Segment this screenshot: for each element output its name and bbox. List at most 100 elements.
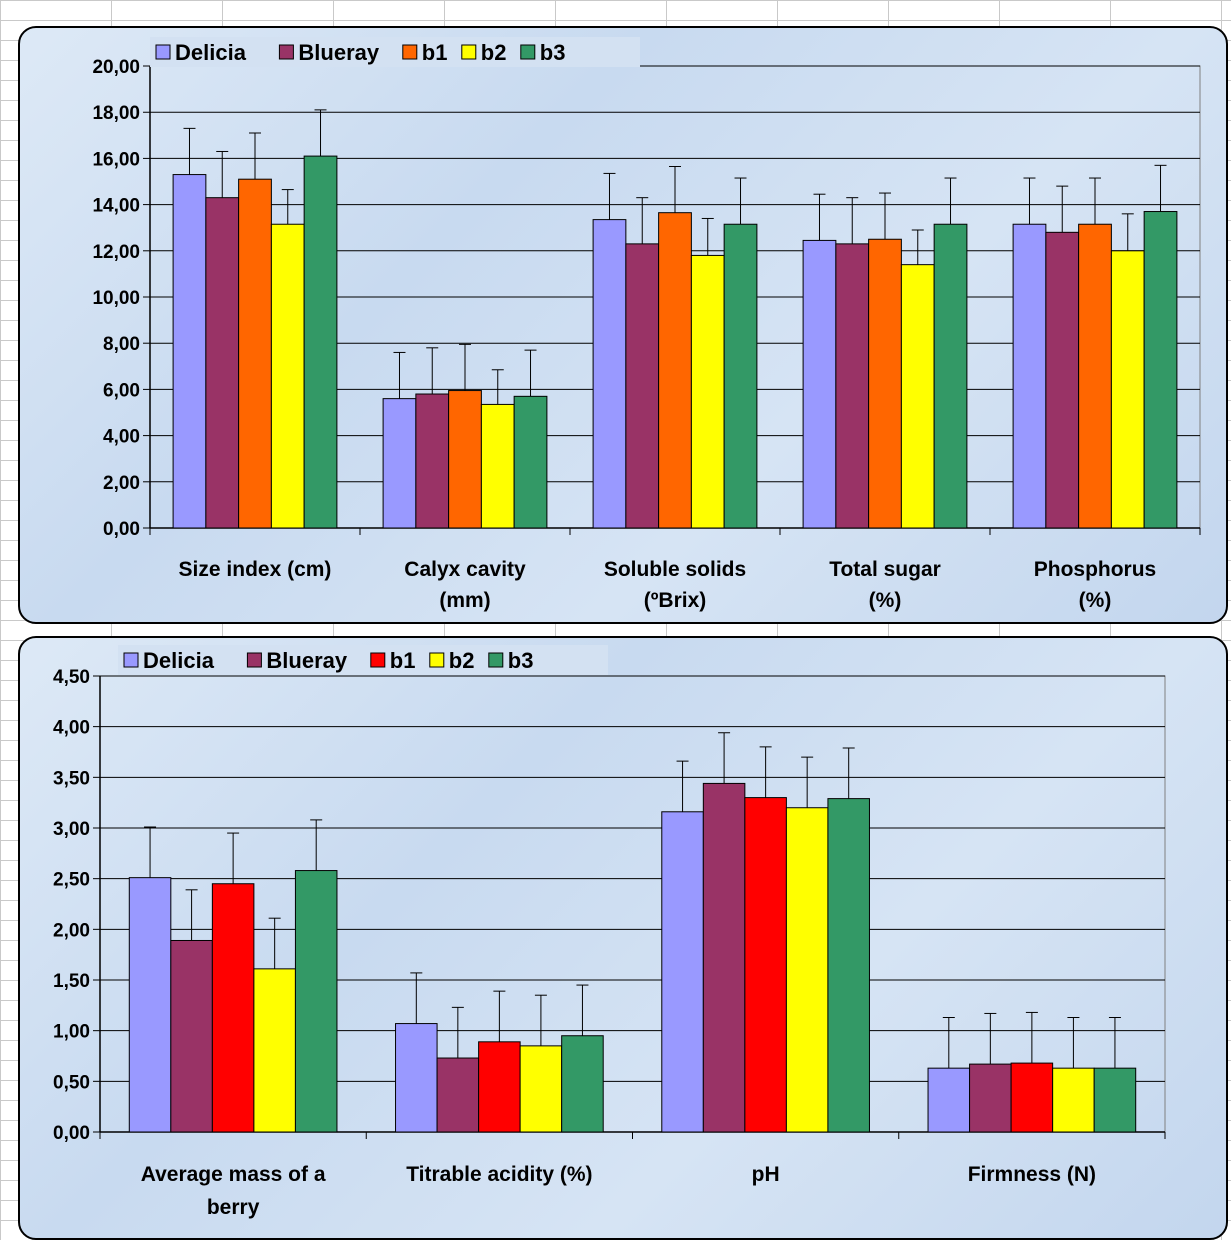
legend-label-delicia: Delicia xyxy=(143,648,215,673)
bar-b1 xyxy=(238,178,272,529)
bar-chart-top: 0,00 2,00 4,00 6,00 8,00 10,00 12,00 14,00 16,00… xyxy=(92,37,1201,612)
bar-b1 xyxy=(1078,223,1112,529)
y-tick-label: 6,00 xyxy=(103,380,140,401)
bar-blueray xyxy=(625,243,660,529)
y-tick-label: 12,00 xyxy=(92,242,140,263)
chart-panel-bottom: 0,00 0,50 1,00 1,50 2,00 2,50 3,00 3,50 4,00 4,50… xyxy=(18,636,1228,1240)
y-tick-label: 20,00 xyxy=(92,57,140,78)
legend-label-b2: b2 xyxy=(481,40,507,65)
x-category-label: Titrable acidity (%) xyxy=(406,1163,592,1186)
bar-b3 xyxy=(933,223,968,529)
legend-background xyxy=(150,37,640,67)
bar-delicia xyxy=(382,398,417,529)
legend-swatch-b2 xyxy=(461,44,477,60)
y-tick-label: 3,50 xyxy=(53,768,90,789)
y-tick-label: 0,00 xyxy=(103,519,140,540)
x-category-label: (%) xyxy=(869,589,902,612)
legend: Delicia Blueray b1 b2 b3 xyxy=(150,37,640,67)
bar-blueray xyxy=(969,1063,1012,1133)
bar-blueray xyxy=(702,782,746,1133)
bar-delicia xyxy=(128,877,172,1133)
y-tick-label: 2,00 xyxy=(53,920,90,941)
bar-b2 xyxy=(900,264,935,529)
bar-delicia xyxy=(395,1023,438,1133)
bar-b3 xyxy=(303,155,338,529)
x-category-label: Average mass of a xyxy=(141,1163,326,1186)
bar-b2 xyxy=(690,254,725,529)
bar-b2 xyxy=(253,968,296,1133)
x-category-label: Calyx cavity xyxy=(404,558,526,581)
y-tick-label: 0,50 xyxy=(53,1072,90,1093)
legend-label-b3: b3 xyxy=(540,40,566,65)
bar-b1 xyxy=(1010,1062,1054,1133)
y-tick-label: 0,00 xyxy=(53,1123,90,1144)
y-tick-label: 10,00 xyxy=(92,288,140,309)
bar-blueray xyxy=(205,197,240,529)
legend-swatch-b2 xyxy=(429,652,445,668)
y-tick-label: 2,50 xyxy=(53,870,90,891)
x-category-label: Size index (cm) xyxy=(179,558,332,581)
y-tick-label: 1,50 xyxy=(53,971,90,992)
legend: Delicia Blueray b1 b2 b3 xyxy=(118,645,608,675)
bar-b1 xyxy=(744,797,787,1133)
bar-blueray xyxy=(170,939,213,1133)
y-tick-label: 2,00 xyxy=(103,473,140,494)
y-tick-label: 4,00 xyxy=(103,427,140,448)
bar-b2 xyxy=(480,403,515,529)
legend-label-b1: b1 xyxy=(422,40,448,65)
x-category-label: (%) xyxy=(1079,589,1112,612)
chart-panel-top: 0,00 2,00 4,00 6,00 8,00 10,00 12,00 14,00 16,00… xyxy=(18,26,1228,624)
bar-b3 xyxy=(1093,1067,1137,1133)
legend-swatch-b3 xyxy=(520,44,536,60)
x-category-label: berry xyxy=(207,1196,260,1219)
legend-swatch-b1 xyxy=(370,652,386,668)
legend-background xyxy=(118,645,608,675)
legend-swatch-delicia xyxy=(123,652,139,668)
bar-blueray xyxy=(415,393,450,529)
x-category-label: (mm) xyxy=(439,589,490,612)
y-tick-label: 8,00 xyxy=(103,334,140,355)
bar-b1 xyxy=(868,238,902,529)
y-tick-label: 14,00 xyxy=(92,196,140,217)
x-category-label: (ºBrix) xyxy=(644,589,707,612)
bar-b2 xyxy=(1110,250,1145,529)
bar-b1 xyxy=(478,1041,521,1133)
y-tick-label: 18,00 xyxy=(92,103,140,124)
bar-blueray xyxy=(1045,231,1080,529)
x-category-label: Firmness (N) xyxy=(968,1163,1096,1186)
bar-b2 xyxy=(1052,1067,1095,1133)
y-tick-label: 1,00 xyxy=(53,1022,90,1043)
bar-b1 xyxy=(211,883,255,1133)
bar-delicia xyxy=(802,239,837,529)
y-tick-label: 4,50 xyxy=(53,667,90,688)
x-category-label: Phosphorus xyxy=(1034,558,1157,581)
bar-delicia xyxy=(661,811,704,1133)
legend-swatch-blueray xyxy=(278,44,294,60)
legend-swatch-b1 xyxy=(402,44,418,60)
bar-b3 xyxy=(561,1035,604,1133)
legend-label-b1: b1 xyxy=(390,648,416,673)
legend-label-blueray: Blueray xyxy=(298,40,379,65)
legend-label-blueray: Blueray xyxy=(266,648,347,673)
legend-swatch-blueray xyxy=(246,652,262,668)
bar-blueray xyxy=(835,243,870,529)
y-tick-label: 16,00 xyxy=(92,149,140,170)
y-tick-label: 3,00 xyxy=(53,819,90,840)
x-category-label: Soluble solids xyxy=(604,558,746,581)
bar-b3 xyxy=(1143,211,1178,529)
bar-b3 xyxy=(723,223,758,529)
bar-b2 xyxy=(785,807,829,1133)
bar-b3 xyxy=(513,395,548,529)
bar-b3 xyxy=(294,870,338,1133)
bar-delicia xyxy=(172,174,207,529)
bar-b3 xyxy=(827,798,870,1133)
y-tick-label: 4,00 xyxy=(53,718,90,739)
legend-label-b3: b3 xyxy=(508,648,534,673)
bar-b1 xyxy=(658,212,692,529)
bar-b2 xyxy=(519,1045,563,1133)
bar-delicia xyxy=(927,1067,971,1133)
bar-delicia xyxy=(1012,223,1047,529)
legend-label-delicia: Delicia xyxy=(175,40,247,65)
bar-chart-bottom: 0,00 0,50 1,00 1,50 2,00 2,50 3,00 3,50 4,00 4,50… xyxy=(53,645,1166,1219)
bar-delicia xyxy=(592,219,627,529)
